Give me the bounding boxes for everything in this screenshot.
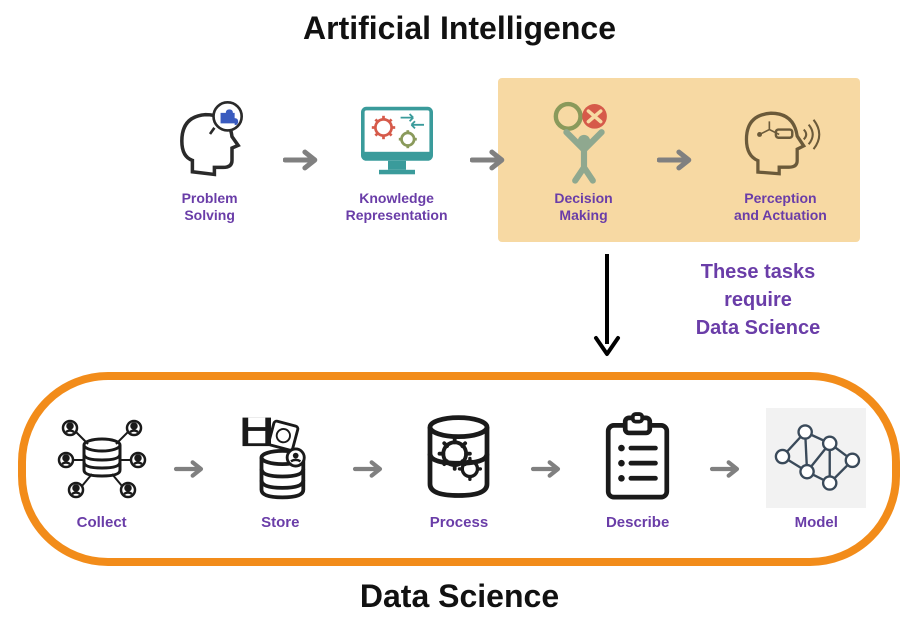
- ai-row: ProblemSolving KnowledgeRepresentation: [140, 80, 860, 240]
- ai-label-decision-making: DecisionMaking: [554, 190, 612, 224]
- ai-label-perception-actuation: Perceptionand Actuation: [734, 190, 827, 224]
- ai-label-problem-solving: ProblemSolving: [182, 190, 238, 224]
- title-artificial-intelligence: Artificial Intelligence: [0, 10, 919, 47]
- network-graph-icon: [766, 408, 866, 508]
- arrow-icon: [530, 459, 566, 479]
- ds-item-describe: Describe: [578, 408, 698, 531]
- caption-text: These tasks require Data Science: [648, 258, 868, 342]
- ds-label-model: Model: [795, 514, 838, 531]
- db-gear-icon: [409, 408, 509, 508]
- ds-item-model: Model: [756, 408, 876, 531]
- ai-item-decision-making: DecisionMaking: [514, 96, 653, 224]
- ds-label-store: Store: [261, 514, 299, 531]
- arrow-icon: [709, 459, 745, 479]
- down-arrow-icon: [592, 250, 622, 360]
- ai-item-problem-solving: ProblemSolving: [140, 96, 279, 224]
- ai-item-knowledge-representation: KnowledgeRepresentation: [327, 96, 466, 224]
- title-data-science: Data Science: [0, 578, 919, 615]
- arrow-icon: [657, 148, 697, 172]
- arrow-icon: [283, 148, 323, 172]
- ai-item-perception-actuation: Perceptionand Actuation: [701, 96, 860, 224]
- ds-label-collect: Collect: [77, 514, 127, 531]
- ds-item-store: Store: [220, 408, 340, 531]
- disk-db-icon: [230, 408, 330, 508]
- arrow-icon: [352, 459, 388, 479]
- head-puzzle-icon: [165, 96, 255, 186]
- db-people-icon: [52, 408, 152, 508]
- person-choice-icon: [539, 96, 629, 186]
- monitor-gears-icon: [352, 96, 442, 186]
- ds-item-collect: Collect: [42, 408, 162, 531]
- head-signal-icon: [735, 96, 825, 186]
- arrow-icon: [173, 459, 209, 479]
- ds-item-process: Process: [399, 408, 519, 531]
- ai-label-knowledge-representation: KnowledgeRepresentation: [346, 190, 448, 224]
- data-science-row: Collect Store: [18, 372, 900, 566]
- arrow-icon: [470, 148, 510, 172]
- clipboard-list-icon: [588, 408, 688, 508]
- ds-label-process: Process: [430, 514, 488, 531]
- ds-label-describe: Describe: [606, 514, 669, 531]
